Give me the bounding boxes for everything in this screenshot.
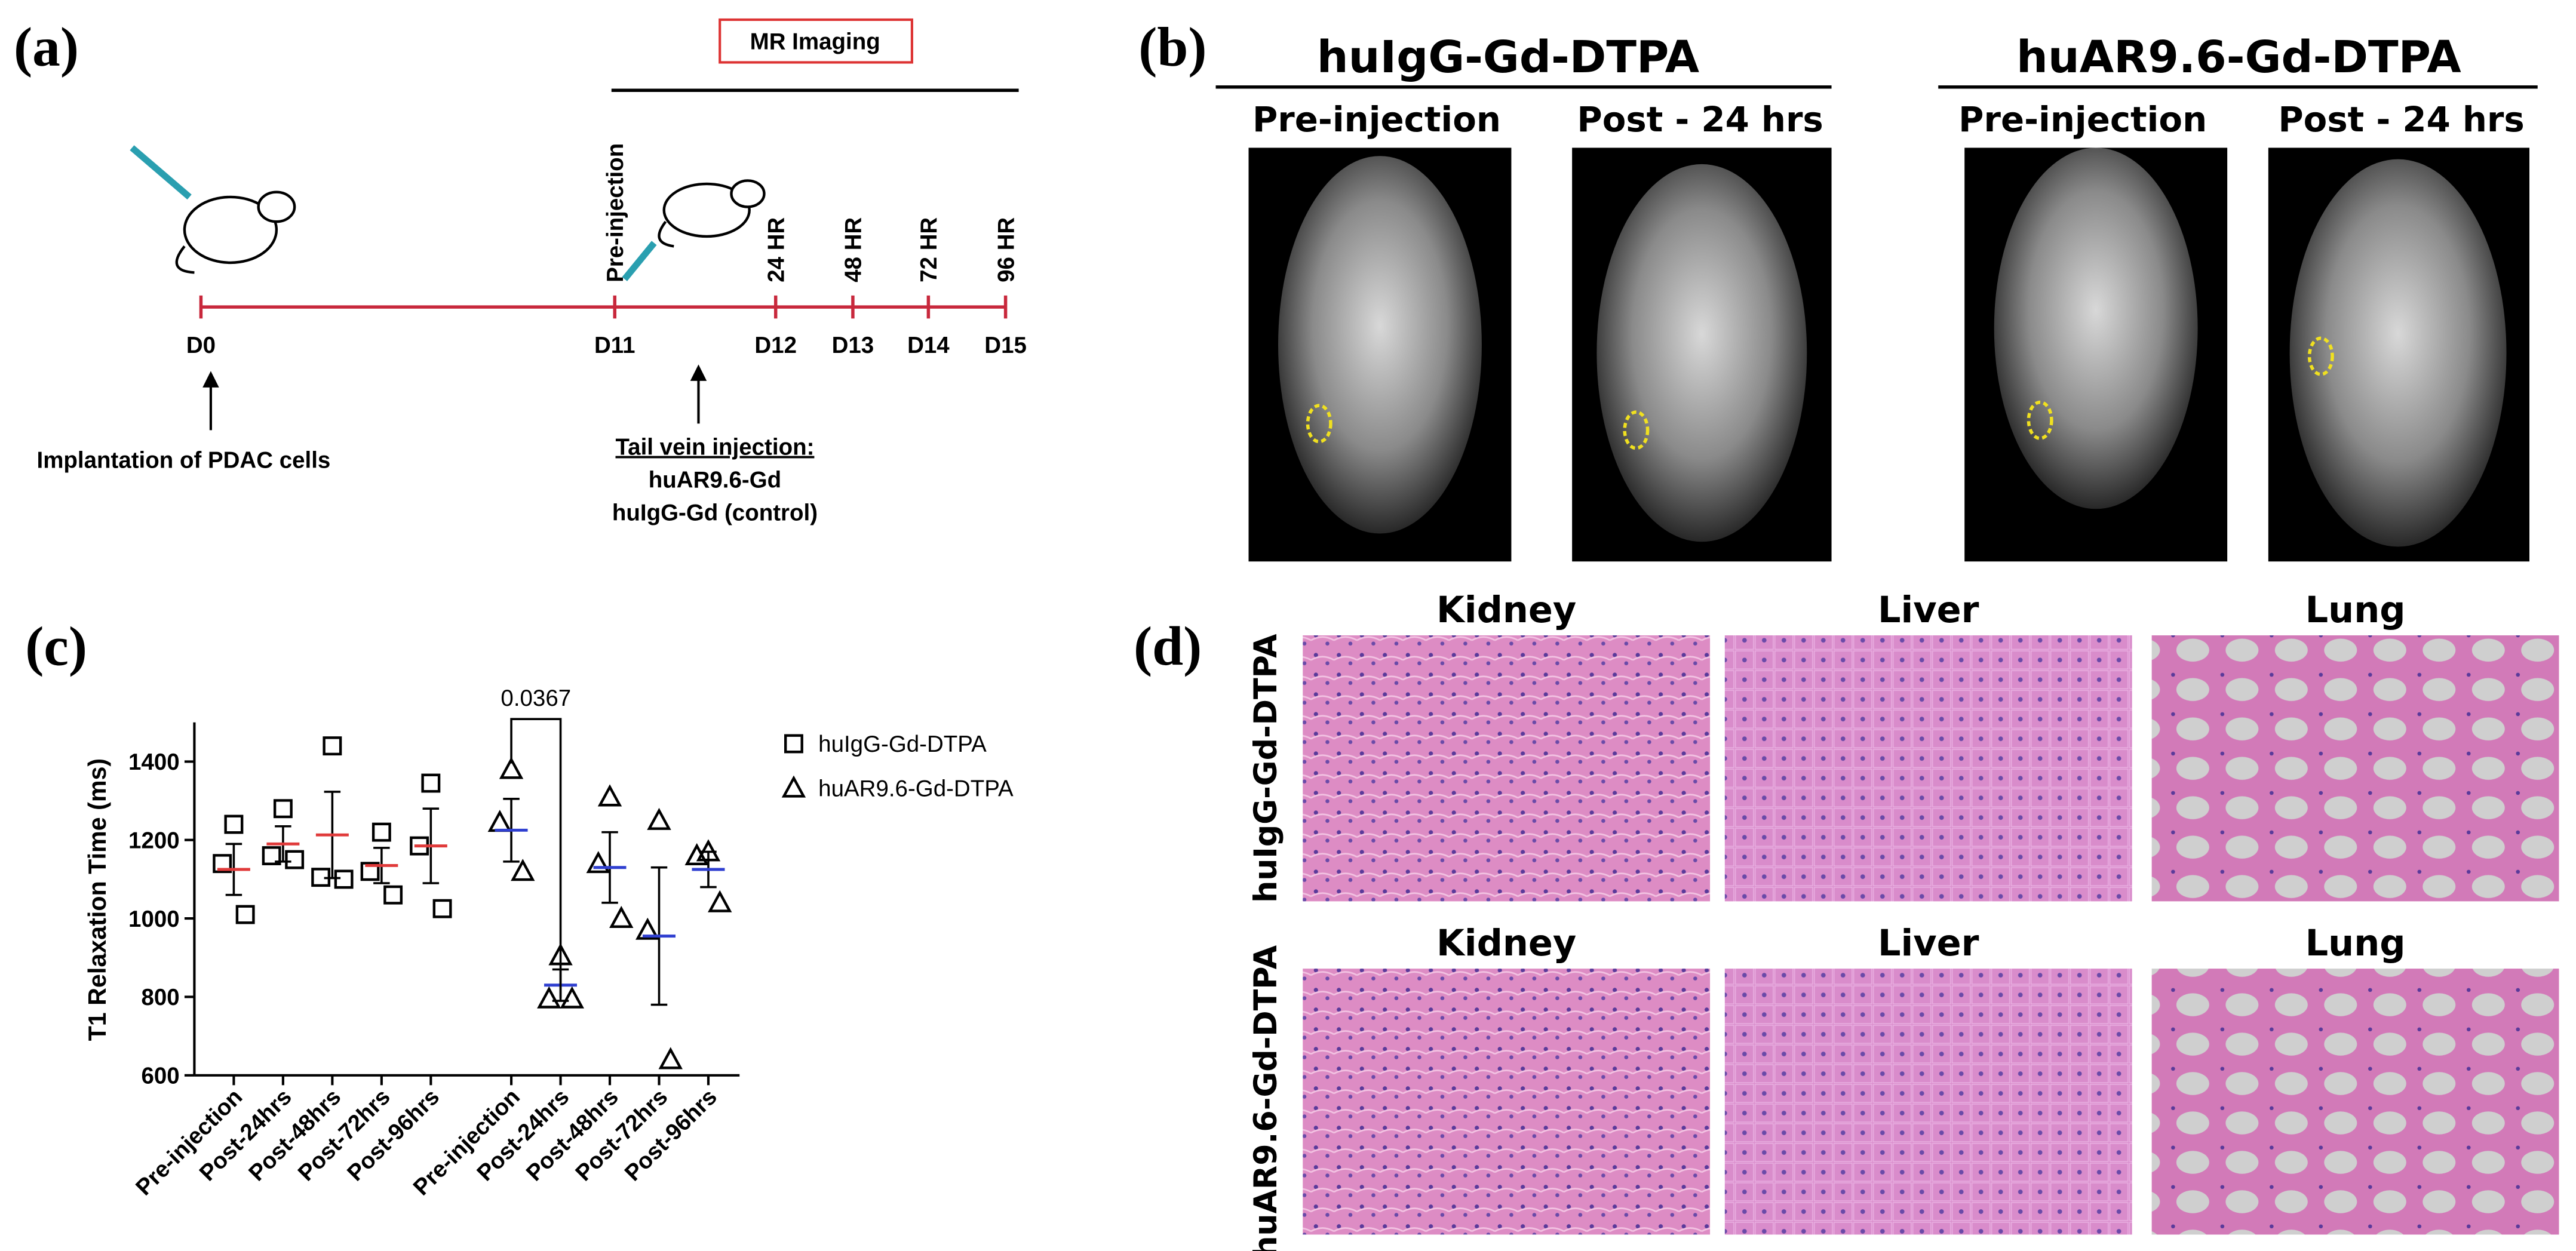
data-point xyxy=(511,859,535,881)
column-title: Kidney xyxy=(1436,923,1576,964)
data-point xyxy=(781,775,806,798)
injection-title: Tail vein injection: xyxy=(616,435,815,460)
column-title: Pre-injection xyxy=(1252,99,1501,140)
data-point xyxy=(684,843,709,865)
imaging-label: MR Imaging xyxy=(750,29,880,54)
day-label: D0 xyxy=(186,333,216,358)
column-title: Liver xyxy=(1878,589,1979,631)
data-point xyxy=(273,799,293,819)
group-title: huAR9.6-Gd-DTPA xyxy=(2016,31,2461,83)
group-title: huIgG-Gd-DTPA xyxy=(1317,31,1700,83)
data-point xyxy=(635,917,660,940)
arrow-head xyxy=(690,364,707,381)
data-point xyxy=(432,899,452,918)
data-point xyxy=(371,822,391,842)
data-point xyxy=(360,862,380,881)
histology-image xyxy=(2151,969,2559,1235)
panel-label: (b) xyxy=(1138,17,1206,78)
chart: (c) T1 Relaxation Time (ms) 600 800 1000 1200… xyxy=(25,616,1014,1200)
row-label: huAR9.6-Gd-DTPA xyxy=(1248,945,1284,1251)
data-point xyxy=(224,814,244,834)
y-tick-label: 1400 xyxy=(128,749,180,775)
significance-label: 0.0367 xyxy=(501,686,571,711)
data-point xyxy=(383,885,403,905)
y-tick-label: 800 xyxy=(141,985,179,1010)
day-label: D12 xyxy=(754,333,797,358)
data-point xyxy=(213,854,232,874)
arrow-head xyxy=(202,371,219,388)
mr-images xyxy=(1248,147,2530,562)
day-label: D11 xyxy=(594,333,635,358)
data-point xyxy=(421,773,441,793)
data-point xyxy=(586,851,610,874)
mouse-icon xyxy=(130,145,766,281)
y-tick-label: 1000 xyxy=(128,906,180,932)
histology: huIgG-Gd-DTPA Kidney Liver Lung huAR9.6-Gd-D… xyxy=(1248,589,2559,1251)
data-point xyxy=(537,986,561,1009)
y-axis-label: T1 Relaxation Time (ms) xyxy=(84,758,111,1041)
timepoint-label: 24 HR xyxy=(763,217,789,282)
panel-label: (c) xyxy=(25,616,87,677)
histology-image xyxy=(2151,635,2559,902)
significance-bracket xyxy=(510,718,562,998)
column-title: Pre-injection xyxy=(1958,99,2207,140)
data-point xyxy=(597,784,622,807)
imaging-box xyxy=(719,18,913,64)
day-label: D15 xyxy=(984,333,1027,358)
histology-image xyxy=(1724,635,2132,902)
timepoint-label: 96 HR xyxy=(993,217,1019,282)
data-point xyxy=(235,905,255,924)
data-point xyxy=(334,869,354,889)
column-title: Post - 24 hrs xyxy=(1577,99,1823,140)
column-title: Post - 24 hrs xyxy=(2278,99,2524,140)
timepoint-label: Pre-injection xyxy=(603,143,628,282)
injection-agent: huIgG-Gd (control) xyxy=(612,500,818,526)
column-title: Lung xyxy=(2305,923,2406,964)
column-title: Lung xyxy=(2305,589,2406,631)
data-point xyxy=(262,846,281,865)
row-label: huIgG-Gd-DTPA xyxy=(1248,634,1284,903)
data-point xyxy=(560,986,584,1009)
data-point xyxy=(784,734,803,754)
histology-image xyxy=(1303,969,1711,1235)
data-point xyxy=(658,1047,683,1069)
y-tick-label: 600 xyxy=(141,1063,179,1089)
day-label: D13 xyxy=(832,333,874,358)
panel-label: (d) xyxy=(1134,616,1202,677)
data-point xyxy=(647,807,671,830)
timepoint-label: 72 HR xyxy=(916,217,942,282)
column-title: Liver xyxy=(1878,923,1979,964)
column-title: Kidney xyxy=(1436,589,1576,631)
data-point xyxy=(487,810,512,832)
histology-image xyxy=(1303,635,1711,902)
timeline-ticks: D0 D11 D12 D13 D14 D15 Pre-injection 24 HR 48 HR… xyxy=(186,143,1027,358)
data-point xyxy=(499,757,524,779)
data-point xyxy=(323,736,342,756)
timepoint-label: 48 HR xyxy=(841,217,867,282)
data-point xyxy=(609,906,634,929)
data-point xyxy=(708,890,732,912)
day-label: D14 xyxy=(907,333,950,358)
legend-label: huIgG-Gd-DTPA xyxy=(818,731,987,757)
histology-image xyxy=(1724,969,2132,1235)
y-tick-label: 1200 xyxy=(128,828,180,853)
data-point xyxy=(285,850,305,869)
legend-label: huAR9.6-Gd-DTPA xyxy=(818,776,1014,801)
panel-label: (a) xyxy=(14,17,79,78)
injection-agent: huAR9.6-Gd xyxy=(649,468,781,493)
implantation-label: Implantation of PDAC cells xyxy=(37,448,331,474)
